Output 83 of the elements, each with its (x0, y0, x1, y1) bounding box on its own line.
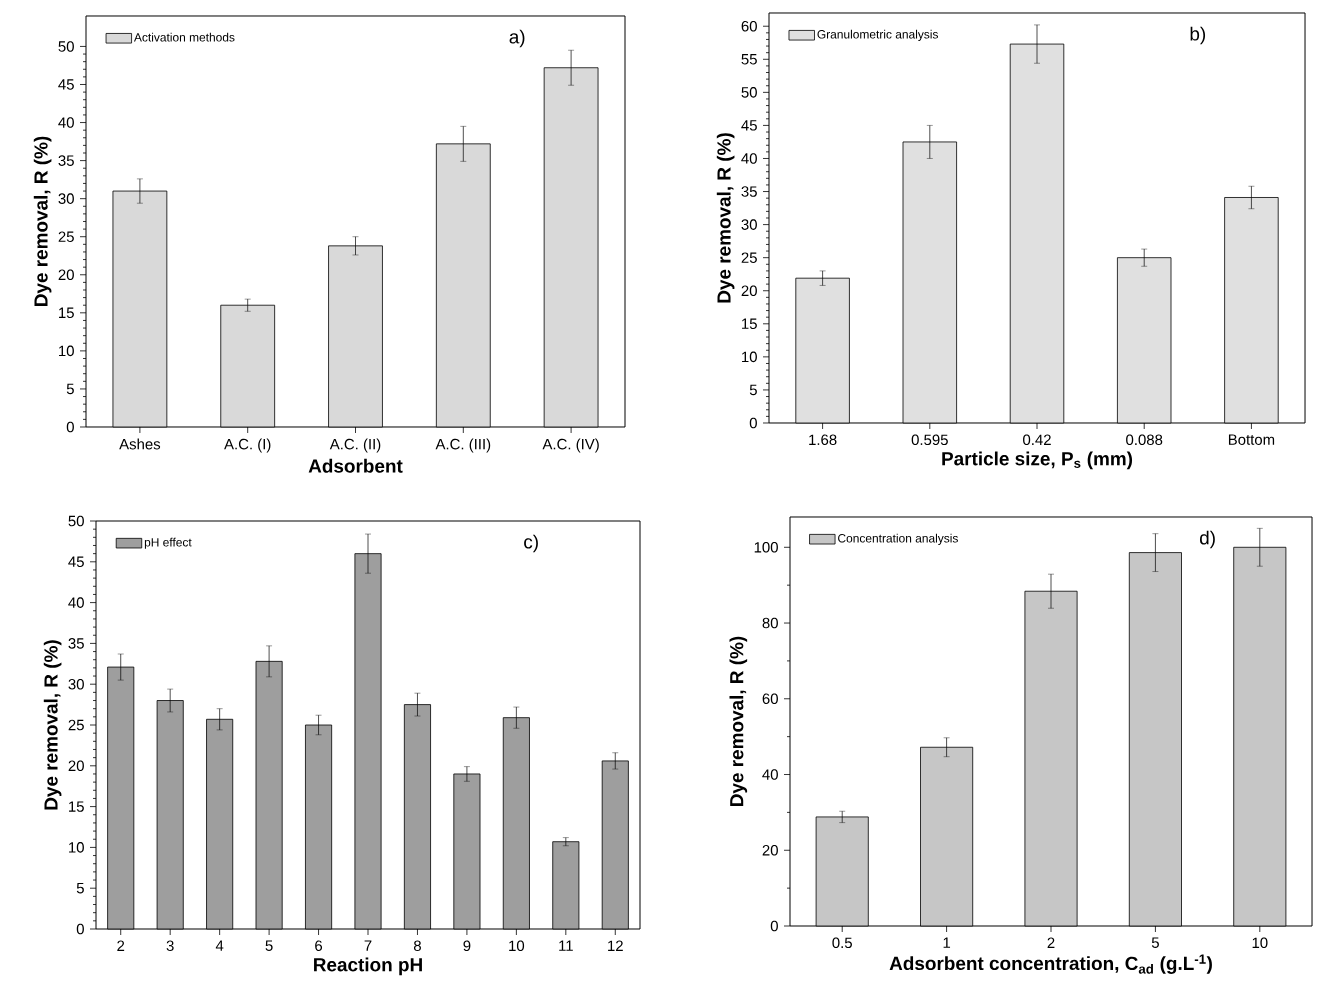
x-tick-label: 0.42 (1023, 434, 1051, 446)
legend-label: pH effect (144, 537, 192, 549)
y-tick-label: 60 (741, 20, 757, 32)
y-tick-label: 0 (66, 421, 74, 433)
y-tick-label: 30 (68, 678, 84, 690)
x-tick-label: 12 (608, 940, 623, 951)
y-tick-label: 15 (69, 801, 84, 812)
x-tick-label: Bottom (1228, 434, 1275, 445)
y-tick-label: 45 (58, 79, 74, 90)
y-tick-label: 80 (762, 617, 778, 629)
x-tick-label: A.C. (II) (329, 438, 381, 453)
x-tick-label: 2 (1047, 937, 1055, 948)
y-tick-label: 15 (742, 318, 757, 330)
y-tick-label: 25 (58, 231, 74, 242)
y-tick-label: 15 (59, 307, 74, 319)
x-tick-label: Ashes (119, 438, 161, 450)
y-tick-label: 30 (741, 219, 757, 230)
x-tick-label: 0.595 (911, 434, 948, 446)
x-tick-label: 10 (1252, 937, 1268, 949)
x-tick-label: 5 (265, 940, 273, 951)
y-tick-label: 20 (68, 760, 84, 772)
annotation: d) (1200, 530, 1215, 549)
x-tick-label: 0.5 (832, 937, 852, 949)
y-tick-label: 35 (68, 638, 84, 649)
y-tick-label: 25 (68, 719, 84, 731)
x-tick-label: 4 (215, 940, 224, 951)
x-axis-title: Adsorbent concentration, C$_{ad}$ (g.L$^{-1}$) (889, 954, 1212, 974)
y-tick-label: 10 (69, 842, 84, 853)
x-tick-label: 2 (117, 940, 125, 951)
y-axis-title: Dye removal, R (%) (43, 640, 62, 810)
y-tick-label: 45 (741, 120, 757, 131)
x-tick-label: A.C. (I) (224, 438, 271, 453)
y-tick-label: 5 (76, 882, 84, 894)
y-tick-label: 35 (58, 155, 74, 166)
x-tick-label: 10 (509, 940, 525, 952)
annotation: c) (524, 534, 538, 553)
annotation: a) (509, 29, 525, 48)
x-tick-label: 1 (943, 937, 951, 948)
x-tick-label: 9 (463, 940, 471, 952)
y-tick-label: 10 (59, 345, 74, 357)
y-tick-label: 40 (741, 153, 757, 164)
y-tick-label: 5 (749, 384, 757, 396)
y-tick-label: 20 (762, 844, 778, 856)
x-axis-title: Reaction pH (314, 957, 422, 976)
x-tick-label: 8 (413, 940, 421, 952)
legend-label: Concentration analysis (838, 533, 958, 545)
y-tick-label: 50 (58, 41, 74, 52)
x-tick-label: 1.68 (809, 434, 837, 446)
y-tick-label: 55 (741, 54, 757, 65)
y-tick-label: 100 (754, 542, 778, 553)
x-tick-label: 11 (559, 940, 573, 951)
y-tick-label: 0 (76, 923, 84, 935)
y-tick-label: 5 (66, 383, 74, 395)
x-axis-title: Particle size, P$_{s}$ (mm) (942, 451, 1133, 470)
y-tick-label: 40 (762, 769, 778, 780)
y-tick-label: 50 (68, 515, 84, 527)
y-tick-label: 0 (749, 417, 757, 429)
x-tick-label: A.C. (IV) (542, 438, 599, 453)
x-tick-label: 6 (315, 940, 323, 952)
y-tick-label: 45 (68, 556, 84, 568)
y-axis-title: Dye removal, R (%) (716, 133, 735, 303)
x-tick-label: A.C. (III) (435, 438, 491, 453)
x-tick-label: 3 (166, 940, 174, 952)
annotation: b) (1190, 26, 1206, 45)
y-axis-title: Dye removal, R (%) (33, 136, 52, 306)
y-tick-label: 30 (58, 193, 74, 204)
legend-label: Activation methods (133, 32, 235, 42)
x-tick-label: 7 (364, 940, 372, 951)
y-axis-title: Dye removal, R (%) (729, 636, 748, 806)
legend-label: Granulometric analysis (817, 29, 939, 41)
x-tick-label: 0.088 (1126, 434, 1163, 446)
x-tick-label: 5 (1151, 937, 1159, 948)
y-tick-label: 20 (741, 285, 757, 297)
y-tick-label: 60 (762, 693, 778, 705)
y-tick-label: 40 (58, 117, 74, 128)
y-tick-label: 20 (58, 269, 74, 281)
y-tick-label: 25 (741, 252, 757, 263)
x-axis-title: Adsorbent (308, 458, 403, 473)
y-tick-label: 50 (741, 87, 757, 98)
y-tick-label: 10 (742, 351, 757, 363)
y-tick-label: 0 (770, 920, 778, 932)
y-tick-label: 35 (741, 186, 757, 197)
y-tick-label: 40 (68, 597, 84, 608)
